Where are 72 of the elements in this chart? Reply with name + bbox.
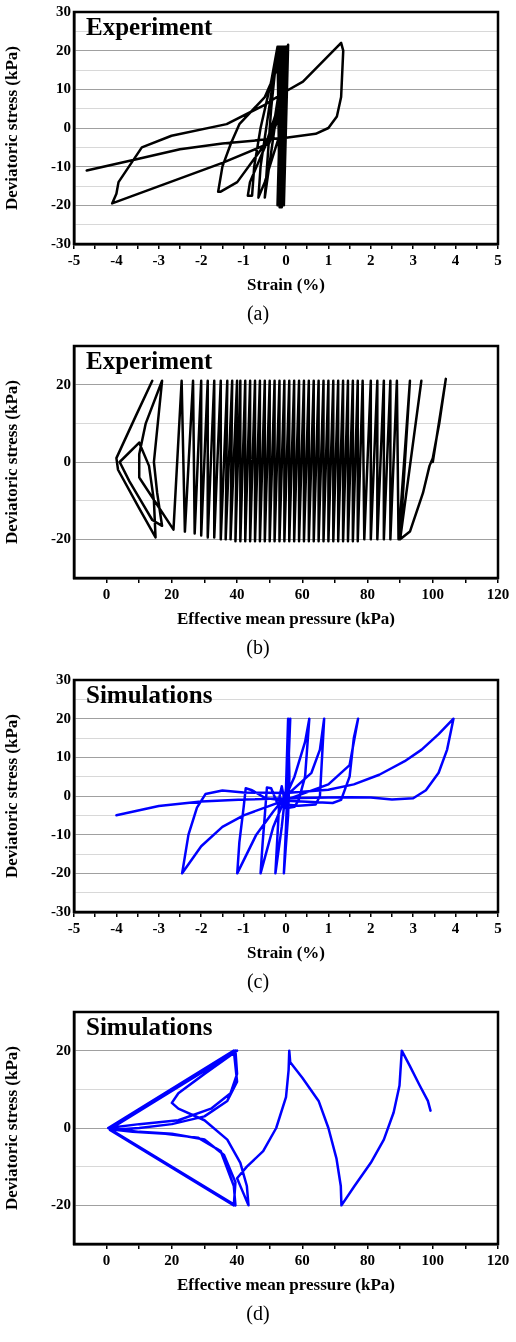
x-tick-label: -2 [194,251,208,268]
y-axis-title: Deviatoric stress (kPa) [1,1046,21,1210]
x-tick-label: 1 [324,919,333,936]
x-tick-label: 40 [229,1251,245,1268]
y-tick-label: -30 [51,902,71,919]
x-tick-label: 5 [494,251,502,268]
x-tick-label: -3 [152,919,166,936]
y-tick-label: 20 [56,41,71,58]
x-tick-label: 120 [486,1251,510,1268]
x-tick-label: 60 [294,585,310,602]
text: (a) [245,302,271,325]
x-tick-label: -3 [152,251,166,268]
x-tick-label: 0 [102,1251,111,1268]
x-tick-label: -1 [237,251,250,268]
x-tick-label: -5 [67,919,81,936]
x-tick-label: 2 [367,919,375,936]
y-tick-label: 20 [56,709,71,726]
y-tick-label: -20 [51,196,71,213]
x-tick-label: 20 [164,585,180,602]
y-tick-label: -20 [51,864,71,881]
x-axis-title: Strain (%) [247,275,325,295]
x-tick-label: 4 [451,919,460,936]
x-axis-title: Strain (%) [247,943,325,963]
x-tick-label: -2 [194,919,208,936]
y-axis-title: Deviatoric stress (kPa) [1,380,21,544]
y-tick-label: 20 [56,375,71,392]
x-tick-label: 3 [409,919,417,936]
y-tick-label: -20 [51,1196,71,1213]
annotation: Experiment [86,346,214,374]
y-tick-label: -10 [51,157,71,174]
x-axis-title: Effective mean pressure (kPa) [177,1275,395,1295]
x-tick-label: 2 [367,251,375,268]
x-tick-label: 60 [294,1251,310,1268]
x-tick-label: 3 [409,251,417,268]
y-tick-label: -30 [51,234,71,251]
y-tick-label: 10 [56,748,71,765]
y-tick-label: 20 [56,1041,71,1058]
x-tick-label: 0 [282,251,290,268]
x-tick-label: 4 [451,251,460,268]
annotation: Simulations [86,1012,213,1040]
x-tick-label: 100 [421,1251,445,1268]
x-tick-label: -4 [110,919,124,936]
annotation: Experiment [86,12,214,40]
x-axis-title: Effective mean pressure (kPa) [177,609,395,629]
x-tick-label: 20 [164,1251,180,1268]
y-axis-title: Deviatoric stress (kPa) [1,714,21,878]
y-tick-label: -20 [51,530,71,547]
x-tick-label: -4 [110,251,124,268]
y-tick-label: 0 [63,786,71,803]
x-tick-label: -5 [67,251,81,268]
x-tick-label: 5 [494,919,502,936]
x-tick-label: 40 [229,585,245,602]
x-tick-label: 80 [360,585,376,602]
x-tick-label: 120 [486,585,510,602]
y-tick-label: 0 [63,118,71,135]
x-tick-label: 0 [282,919,290,936]
x-tick-label: 1 [324,251,333,268]
x-tick-label: 100 [421,585,445,602]
y-tick-label: 0 [63,452,71,469]
y-tick-label: 30 [56,2,71,19]
x-tick-label: 0 [102,585,111,602]
y-tick-label: 10 [56,80,71,97]
y-tick-label: -10 [51,825,71,842]
y-tick-label: 30 [56,670,71,687]
text: (c) [245,970,271,993]
annotation: Simulations [86,680,213,708]
x-tick-label: 80 [360,1251,376,1268]
text: (d) [245,1302,271,1325]
text: (b) [245,636,271,659]
y-tick-label: 0 [63,1118,71,1135]
y-axis-title: Deviatoric stress (kPa) [1,46,21,210]
x-tick-label: -1 [237,919,250,936]
